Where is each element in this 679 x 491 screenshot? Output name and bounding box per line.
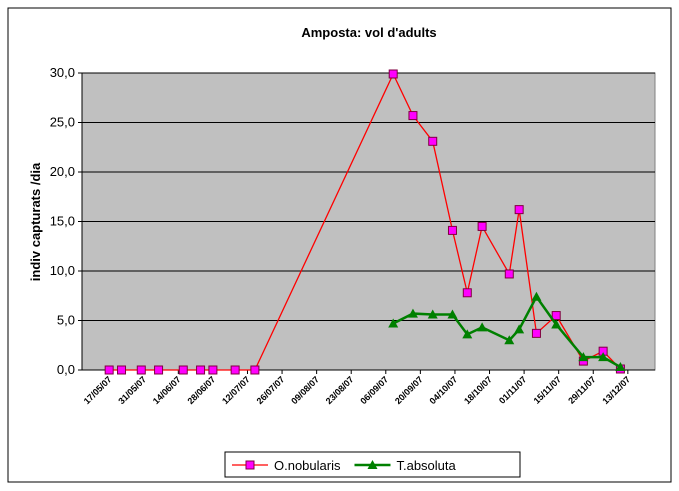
- y-tick-label: 30,0: [50, 65, 75, 80]
- data-point: [447, 225, 457, 235]
- y-tick-label: 0,0: [57, 362, 75, 377]
- series-line: [109, 72, 621, 371]
- data-point: [250, 365, 260, 375]
- data-point: [551, 311, 561, 321]
- legend-marker: [245, 460, 255, 470]
- data-point: [230, 365, 240, 375]
- data-point: [408, 111, 418, 121]
- y-axis-label: indiv capturats /dia: [28, 162, 43, 281]
- data-point: [208, 365, 218, 375]
- data-point: [504, 269, 514, 279]
- data-point: [427, 309, 438, 319]
- data-point: [154, 365, 164, 375]
- data-point: [117, 365, 127, 375]
- data-point: [578, 352, 589, 362]
- data-point: [531, 291, 542, 301]
- data-point: [428, 136, 438, 146]
- data-point: [514, 324, 525, 334]
- data-point: [504, 335, 515, 345]
- legend-label: T.absoluta: [396, 458, 456, 473]
- y-tick-label: 25,0: [50, 115, 75, 130]
- data-point: [447, 309, 458, 319]
- data-point: [477, 221, 487, 231]
- data-point: [104, 365, 114, 375]
- chart-title: Amposta: vol d'adults: [301, 25, 436, 40]
- y-tick-label: 10,0: [50, 263, 75, 278]
- data-point: [514, 205, 524, 215]
- data-point: [531, 328, 541, 338]
- data-point: [477, 322, 488, 332]
- y-tick-label: 5,0: [57, 313, 75, 328]
- data-point: [388, 69, 398, 79]
- y-tick-label: 20,0: [50, 164, 75, 179]
- data-point: [136, 365, 146, 375]
- legend-marker: [367, 460, 378, 469]
- data-point: [551, 319, 562, 329]
- data-point: [388, 318, 399, 328]
- data-point: [178, 365, 188, 375]
- data-point: [196, 365, 206, 375]
- data-point: [462, 288, 472, 298]
- data-point: [598, 352, 609, 362]
- legend-label: O.nobularis: [274, 458, 341, 473]
- y-tick-label: 15,0: [50, 214, 75, 229]
- data-point: [407, 308, 418, 318]
- data-point: [615, 362, 626, 372]
- data-point: [462, 329, 473, 339]
